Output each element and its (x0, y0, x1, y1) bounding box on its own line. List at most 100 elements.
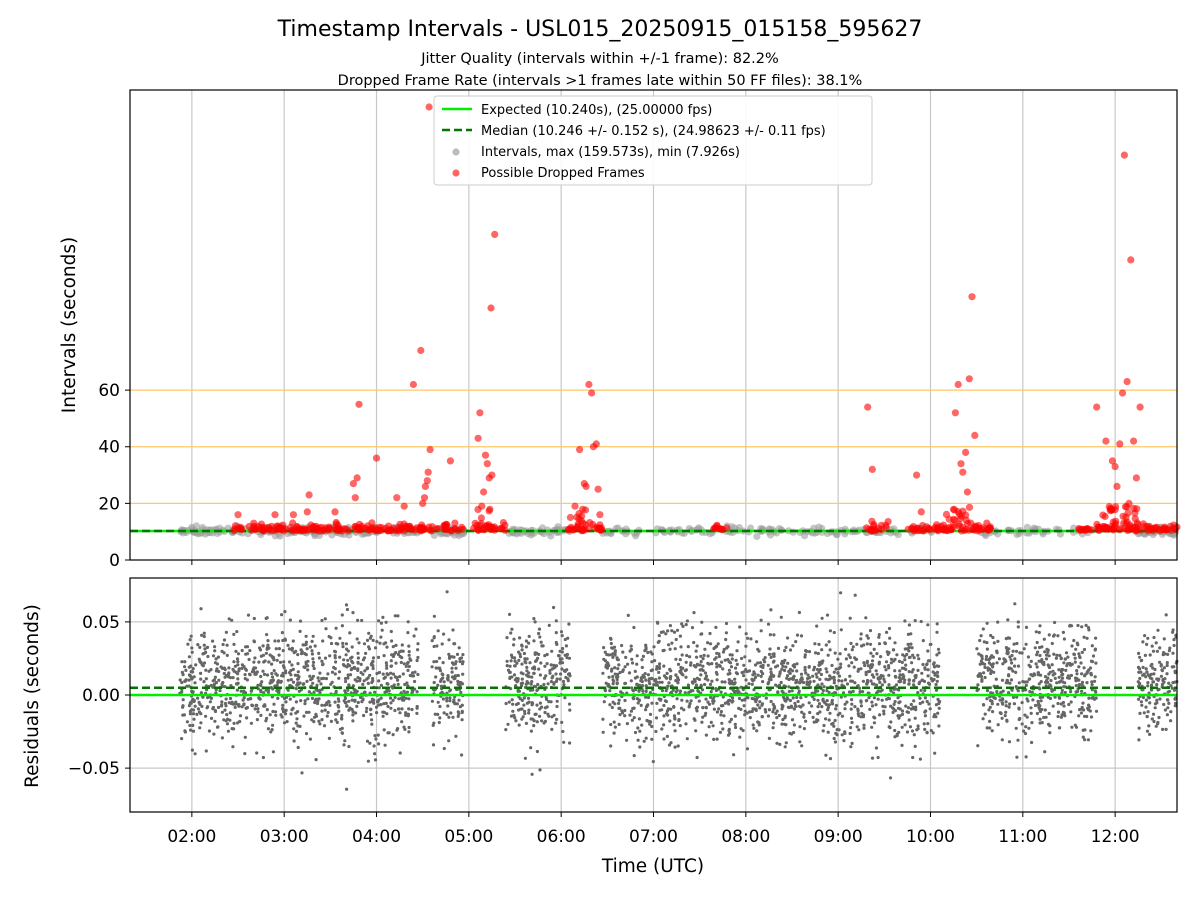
residual-point (350, 698, 354, 702)
residual-point (910, 670, 914, 674)
residual-point (1075, 678, 1079, 682)
residual-point (386, 704, 390, 709)
residual-point (393, 614, 397, 618)
residual-point (456, 673, 460, 678)
residual-point (378, 641, 382, 645)
residual-point (778, 670, 782, 674)
residual-point (209, 696, 213, 701)
residual-point (240, 648, 244, 653)
residual-point (1013, 664, 1017, 668)
residual-point (802, 715, 806, 719)
residual-point (371, 656, 376, 660)
residual-point (1087, 696, 1091, 700)
residual-point (759, 618, 763, 622)
dropped-frame-point (408, 526, 416, 534)
residual-point (817, 702, 822, 706)
residual-point (1094, 636, 1098, 640)
residual-point (637, 698, 641, 702)
residual-point (286, 678, 290, 682)
residual-point (259, 683, 263, 688)
residual-point (384, 701, 388, 706)
residual-point (285, 720, 289, 724)
residual-point (707, 702, 712, 706)
residual-point (635, 654, 639, 658)
residual-point (991, 635, 995, 640)
residual-point (375, 671, 379, 676)
residual-point (281, 674, 285, 678)
residual-point (848, 731, 852, 736)
residual-point (926, 623, 930, 627)
residual-point (827, 640, 831, 644)
residual-point (763, 708, 767, 712)
residual-point (213, 719, 217, 723)
residual-point (900, 709, 905, 713)
top-y-tick-label: 60 (98, 381, 120, 401)
residual-point (253, 656, 257, 660)
residual-point (259, 713, 263, 718)
residual-point (1172, 643, 1176, 648)
residual-point (401, 649, 405, 653)
residual-point (868, 669, 872, 674)
residual-point (1029, 711, 1033, 716)
residual-point (439, 678, 443, 682)
residual-point (907, 623, 912, 627)
residual-point (222, 666, 226, 670)
residual-point (320, 709, 324, 713)
residual-point (617, 706, 621, 711)
residual-point (887, 666, 891, 670)
residual-point (531, 701, 535, 706)
residual-point (548, 671, 552, 675)
residual-point (1020, 722, 1024, 726)
residual-point (367, 631, 371, 635)
residual-point (458, 659, 462, 664)
residual-point (523, 709, 527, 713)
residual-point (879, 689, 883, 693)
residual-point (913, 674, 917, 678)
residual-point (320, 718, 324, 722)
residual-point (796, 699, 800, 704)
residual-point (361, 697, 365, 701)
dropped-frame-point (1120, 151, 1128, 159)
residual-point (863, 663, 867, 668)
residual-point (1082, 708, 1086, 712)
residual-point (876, 735, 880, 739)
residual-point (1013, 657, 1017, 661)
residual-point (1069, 710, 1073, 714)
residual-point (507, 700, 511, 704)
residual-point (526, 681, 530, 685)
dropped-frame-point (955, 522, 963, 530)
residual-point (334, 626, 338, 630)
residual-point (288, 618, 292, 622)
residual-point (646, 703, 650, 707)
residual-point (759, 629, 763, 633)
residual-point (1036, 671, 1040, 675)
residual-point (1086, 738, 1090, 742)
residual-point (566, 679, 570, 683)
residual-point (554, 721, 558, 725)
residual-point (362, 642, 367, 646)
residual-point (198, 645, 202, 650)
residual-point (1141, 695, 1145, 700)
residual-point (1085, 681, 1089, 685)
residual-point (313, 698, 318, 702)
residual-point (231, 745, 235, 749)
residual-point (997, 657, 1002, 661)
residual-point (415, 711, 419, 716)
x-axis: 02:00 03:00 04:00 05:00 06:00 07:00 08:00 09:00… (167, 812, 1140, 847)
dropped-frame-point (486, 523, 494, 531)
residual-point (438, 704, 442, 709)
residual-point (517, 658, 521, 663)
residual-point (297, 675, 301, 679)
residual-point (318, 671, 322, 675)
residual-point (1087, 628, 1091, 632)
residual-point (812, 697, 816, 702)
residual-point (651, 760, 655, 764)
residual-point (181, 673, 185, 677)
residual-point (311, 664, 315, 668)
residual-point (407, 653, 411, 657)
residual-point (190, 748, 194, 752)
x-tick-label: 06:00 (537, 827, 586, 847)
residual-point (815, 624, 819, 628)
residual-point (371, 638, 375, 643)
residual-point (277, 691, 281, 695)
